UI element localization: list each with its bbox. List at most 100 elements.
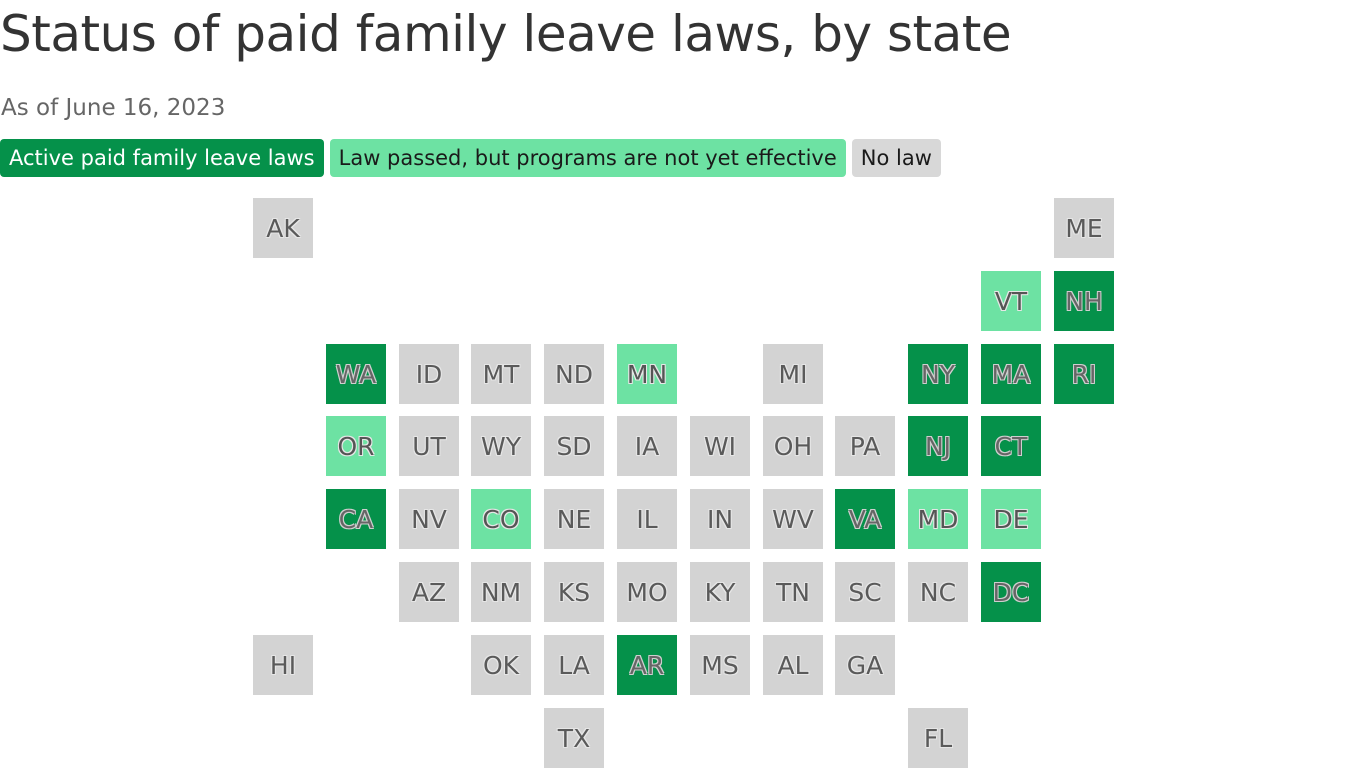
state-tile-co: CO <box>471 489 531 549</box>
state-tile-wy: WY <box>471 416 531 476</box>
state-tile-fl: FL <box>908 708 968 768</box>
state-label: CT <box>994 431 1028 461</box>
state-tile-ri: RI <box>1054 344 1114 404</box>
state-label: KS <box>557 577 591 607</box>
state-tile-ct: CT <box>981 416 1041 476</box>
state-label: DC <box>992 577 1030 607</box>
state-tile-sd: SD <box>544 416 604 476</box>
state-tile-nm: NM <box>471 562 531 622</box>
state-label: AZ <box>411 577 447 607</box>
state-tile-ia: IA <box>617 416 677 476</box>
state-tile-oh: OH <box>763 416 823 476</box>
state-label: NC <box>919 577 957 607</box>
state-label: SC <box>848 577 882 607</box>
state-tile-ga: GA <box>835 635 895 695</box>
state-tile-hi: HI <box>253 635 313 695</box>
state-tile-pa: PA <box>835 416 895 476</box>
chart-title: Status of paid family leave laws, by sta… <box>0 5 1012 63</box>
state-tile-va: VA <box>835 489 895 549</box>
state-label: NE <box>556 504 592 534</box>
state-tile-nv: NV <box>399 489 459 549</box>
state-label: PA <box>849 431 881 461</box>
state-tile-id: ID <box>399 344 459 404</box>
state-label: CA <box>338 504 374 534</box>
state-tile-ok: OK <box>471 635 531 695</box>
state-label: WV <box>772 504 814 534</box>
state-label: ND <box>555 359 593 389</box>
state-tile-in: IN <box>690 489 750 549</box>
state-label: UT <box>412 431 446 461</box>
state-tile-wi: WI <box>690 416 750 476</box>
state-label: CO <box>482 504 520 534</box>
state-tile-il: IL <box>617 489 677 549</box>
state-label: MO <box>626 577 668 607</box>
state-label: KY <box>704 577 736 607</box>
state-tile-tn: TN <box>763 562 823 622</box>
state-label: IL <box>636 504 658 534</box>
state-label: MS <box>701 650 739 680</box>
state-label: NJ <box>924 431 952 461</box>
legend-item-active: Active paid family leave laws <box>0 139 324 177</box>
state-tile-me: ME <box>1054 198 1114 258</box>
state-tile-wv: WV <box>763 489 823 549</box>
state-label: WA <box>335 359 377 389</box>
state-tile-mn: MN <box>617 344 677 404</box>
state-tile-ks: KS <box>544 562 604 622</box>
state-tile-ne: NE <box>544 489 604 549</box>
state-tile-nj: NJ <box>908 416 968 476</box>
state-tile-az: AZ <box>399 562 459 622</box>
state-label: AR <box>629 650 665 680</box>
state-label: MD <box>917 504 959 534</box>
state-tile-nc: NC <box>908 562 968 622</box>
state-tile-al: AL <box>763 635 823 695</box>
state-tile-ny: NY <box>908 344 968 404</box>
state-tile-sc: SC <box>835 562 895 622</box>
state-tile-mt: MT <box>471 344 531 404</box>
state-label: SD <box>556 431 592 461</box>
state-tile-tx: TX <box>544 708 604 768</box>
state-label: NH <box>1065 286 1103 316</box>
state-label: VT <box>994 286 1028 316</box>
state-label: MT <box>482 359 520 389</box>
state-label: TN <box>776 577 810 607</box>
state-label: WY <box>481 431 521 461</box>
state-tile-ar: AR <box>617 635 677 695</box>
state-label: MA <box>991 359 1031 389</box>
state-tile-vt: VT <box>981 271 1041 331</box>
state-label: WI <box>703 431 737 461</box>
state-label: ME <box>1065 213 1103 243</box>
state-tile-ma: MA <box>981 344 1041 404</box>
state-label: IN <box>706 504 734 534</box>
state-tile-wa: WA <box>326 344 386 404</box>
chart-subtitle: As of June 16, 2023 <box>1 95 226 121</box>
state-label: RI <box>1071 359 1097 389</box>
state-label: HI <box>269 650 297 680</box>
state-tile-or: OR <box>326 416 386 476</box>
state-label: OK <box>482 650 520 680</box>
state-label: GA <box>846 650 884 680</box>
legend-item-no-law: No law <box>851 139 941 177</box>
state-tile-ak: AK <box>253 198 313 258</box>
state-label: MN <box>626 359 668 389</box>
state-label: TX <box>557 723 591 753</box>
state-tile-la: LA <box>544 635 604 695</box>
state-label: VA <box>848 504 882 534</box>
state-tile-de: DE <box>981 489 1041 549</box>
state-tile-md: MD <box>908 489 968 549</box>
state-tile-ut: UT <box>399 416 459 476</box>
state-label: AL <box>777 650 809 680</box>
state-label: FL <box>923 723 953 753</box>
state-tile-nh: NH <box>1054 271 1114 331</box>
state-tile-nd: ND <box>544 344 604 404</box>
state-label: NY <box>921 359 955 389</box>
state-tile-mi: MI <box>763 344 823 404</box>
state-label: AK <box>266 213 300 243</box>
state-label: DE <box>993 504 1029 534</box>
legend-item-passed: Law passed, but programs are not yet eff… <box>329 139 846 177</box>
state-label: OR <box>337 431 375 461</box>
state-label: OH <box>773 431 813 461</box>
state-tile-ms: MS <box>690 635 750 695</box>
state-label: NV <box>411 504 447 534</box>
